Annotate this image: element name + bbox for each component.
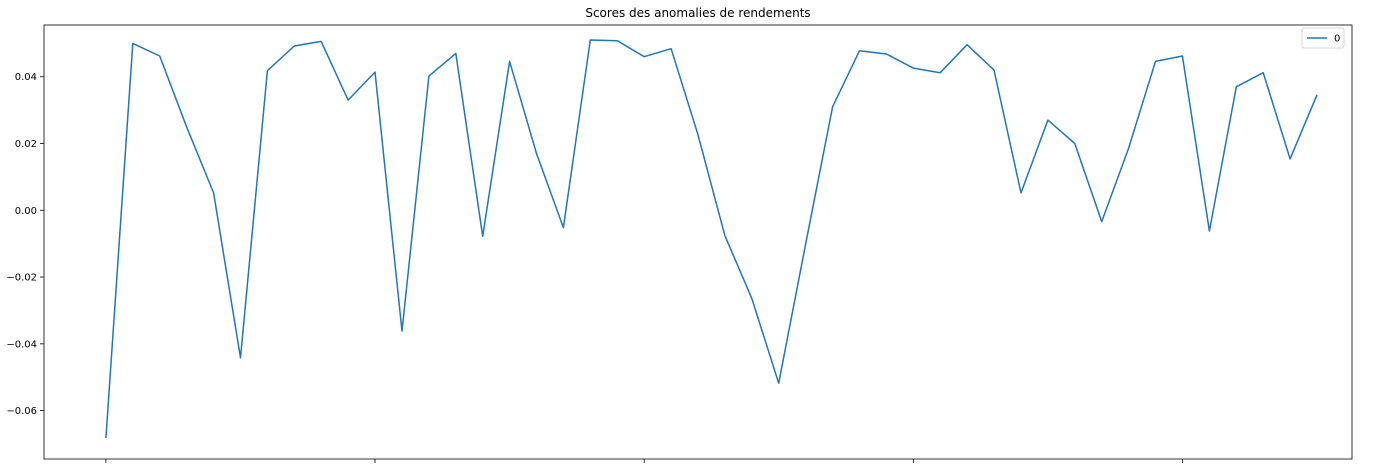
plot-frame [43, 24, 1353, 460]
series-line [105, 39, 1318, 439]
legend-label: 0 [1334, 34, 1340, 45]
x-axis [105, 459, 1183, 463]
legend: 0 [1301, 27, 1345, 49]
series-group [105, 39, 1318, 439]
y-tick-label: 0.02 [15, 139, 37, 150]
y-tick-label: −0.04 [6, 339, 37, 350]
chart-title: Scores des anomalies de rendements [585, 6, 810, 20]
y-tick-label: 0.00 [15, 206, 37, 217]
y-tick-label: −0.02 [6, 273, 37, 284]
y-tick-label: 0.04 [15, 72, 37, 83]
y-axis: −0.06 −0.04 −0.02 0.00 0.02 0.04 [6, 72, 44, 417]
y-tick-label: −0.06 [6, 406, 37, 417]
